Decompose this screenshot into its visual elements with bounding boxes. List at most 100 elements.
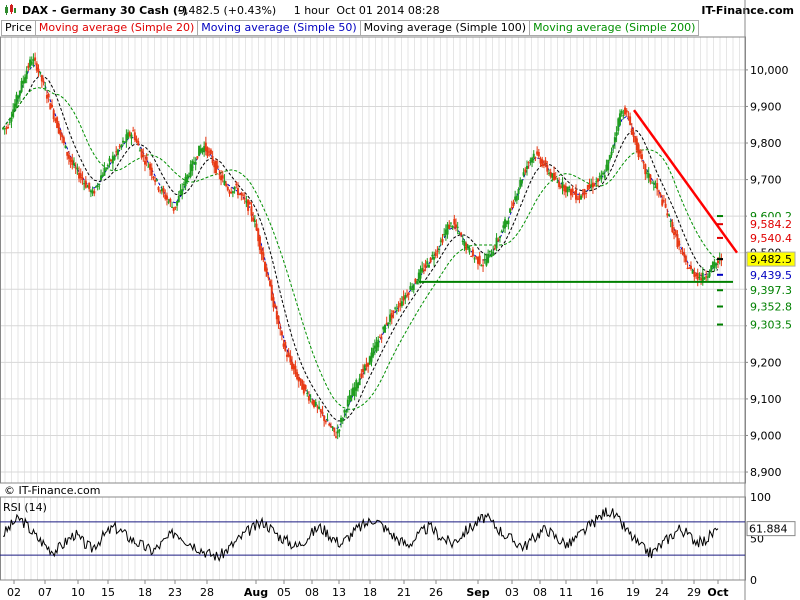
candle-body <box>656 182 659 190</box>
candle-body <box>110 159 113 161</box>
candle-body <box>522 172 525 176</box>
candle-body <box>465 243 468 250</box>
candle-body <box>502 225 505 228</box>
candle-body <box>226 186 229 191</box>
candle-body <box>588 183 591 188</box>
candle-body <box>242 194 245 196</box>
candle-body <box>338 429 341 432</box>
time-tick-label: 05 <box>277 586 291 599</box>
candle-body <box>610 151 613 156</box>
candle-body <box>471 249 474 257</box>
candle-body <box>176 201 179 206</box>
candle-body <box>620 110 623 114</box>
price-tick-label: 9,100 <box>750 393 782 406</box>
candle-body <box>231 191 234 194</box>
chart-header: DAX - Germany 30 Cash (-) 9,482.5 (+0.43… <box>0 0 800 20</box>
candle-body <box>708 272 711 277</box>
candle-body <box>133 132 136 141</box>
candle-body <box>122 140 125 143</box>
legend-price[interactable]: Price <box>1 20 36 36</box>
candle-body <box>39 71 42 74</box>
candle-body <box>284 341 287 351</box>
candle-body <box>713 262 716 268</box>
sma-100-line <box>2 75 719 422</box>
candle-body <box>593 185 596 187</box>
candle-body <box>42 81 45 83</box>
candle-body <box>603 175 606 178</box>
candle-body <box>328 424 331 426</box>
candle-body <box>438 248 441 250</box>
candle-body <box>512 202 515 207</box>
candle-body <box>372 347 375 357</box>
candle-body <box>101 174 104 177</box>
candle-body <box>334 436 337 438</box>
candle-body <box>191 160 194 171</box>
legend-sma-200[interactable]: Moving average (Simple 200) <box>529 20 700 36</box>
candle-body <box>57 123 60 134</box>
candle-body <box>177 196 180 203</box>
candle-body <box>15 94 18 108</box>
candle-body <box>659 194 662 196</box>
candle-body <box>8 121 11 123</box>
candle-body <box>686 267 689 269</box>
candle-body <box>230 192 233 194</box>
price-tag: 9,439.5 <box>717 267 795 282</box>
sma-200-line <box>2 87 719 410</box>
candle-body <box>556 181 559 183</box>
candle-body <box>193 162 196 164</box>
candle-body <box>155 179 158 181</box>
candle-body <box>3 128 6 130</box>
candle-body <box>79 173 82 179</box>
candle-body <box>307 396 310 401</box>
candle-body <box>35 63 38 71</box>
candle-body <box>652 183 655 185</box>
time-tick-label: 18 <box>138 586 152 599</box>
candle-body <box>367 362 370 367</box>
candle-body <box>632 132 635 137</box>
candle-body <box>296 372 299 380</box>
candle-body <box>248 202 251 205</box>
candle-body <box>448 224 451 229</box>
legend-sma-20[interactable]: Moving average (Simple 20) <box>34 20 199 36</box>
candle-body <box>64 145 67 149</box>
candle-body <box>436 250 439 252</box>
price-tag-label: 9,439.5 <box>750 269 792 282</box>
candle-body <box>407 293 410 295</box>
legend-sma-50[interactable]: Moving average (Simple 50) <box>197 20 361 36</box>
candle-body <box>245 200 248 203</box>
candle-body <box>466 245 469 249</box>
candle-body <box>132 130 135 132</box>
candle-body <box>662 200 665 202</box>
candle-body <box>411 288 414 291</box>
candle-body <box>519 179 522 188</box>
candle-body <box>152 176 155 179</box>
candle-body <box>243 198 246 200</box>
legend-sma-100[interactable]: Moving average (Simple 100) <box>359 20 531 36</box>
candle-body <box>265 268 268 277</box>
candle-body <box>429 257 432 263</box>
candle-body <box>145 156 148 161</box>
candle-body <box>128 132 131 136</box>
candle-body <box>316 406 319 408</box>
main-frame <box>0 0 746 600</box>
candle-body <box>233 186 236 190</box>
candle-body <box>649 174 652 182</box>
candle-body <box>140 149 143 158</box>
candle-body <box>116 149 119 155</box>
brand-name[interactable]: IT-Finance.com <box>701 4 794 17</box>
candle-body <box>695 274 698 277</box>
candle-body <box>32 58 35 62</box>
candle-body <box>673 232 676 236</box>
candle-body <box>76 167 79 170</box>
candle-body <box>365 363 368 367</box>
candle-body <box>377 339 380 348</box>
candle-body <box>515 195 518 201</box>
candle-body <box>209 149 212 155</box>
rsi-tick-label: 100 <box>750 491 771 504</box>
candle-body <box>485 258 488 266</box>
candle-body <box>482 265 485 267</box>
candle-body <box>78 172 81 179</box>
candle-body <box>61 134 64 138</box>
candle-body <box>613 137 616 143</box>
